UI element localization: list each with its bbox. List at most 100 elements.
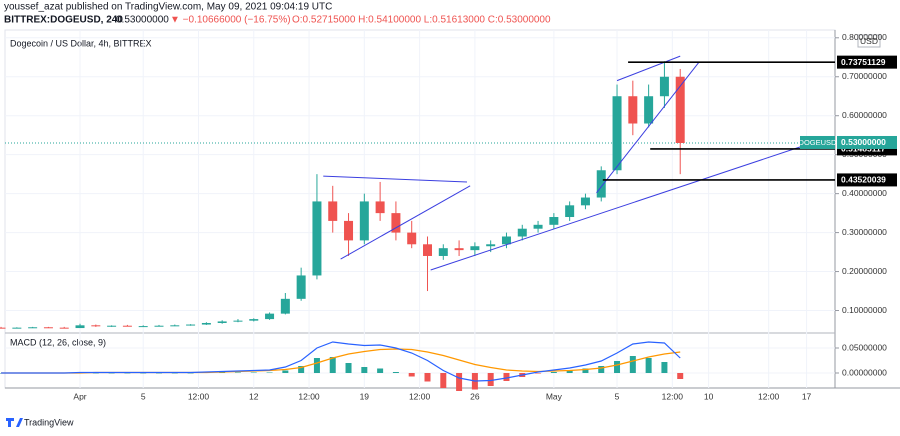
macd-histogram-bar xyxy=(313,358,320,373)
y-tick-label: 0.10000000 xyxy=(842,305,887,315)
x-tick-label: 12:00 xyxy=(298,391,320,401)
macd-histogram-bar xyxy=(614,361,621,373)
level-label-box xyxy=(837,173,897,187)
candle-body xyxy=(549,217,559,225)
x-tick-label: 12:00 xyxy=(662,391,684,401)
macd-histogram-bar xyxy=(440,373,447,388)
candle-body xyxy=(12,327,22,329)
symbol: BITTREX:DOGEUSD, 240 xyxy=(4,15,123,26)
macd-histogram-bar xyxy=(234,372,241,373)
candle-body xyxy=(328,201,338,221)
y-tick-label: 0.80000000 xyxy=(842,32,887,42)
candle-body xyxy=(28,327,38,329)
candle-body xyxy=(612,96,622,171)
macd-histogram-bar xyxy=(266,372,273,373)
candle-body xyxy=(0,327,6,329)
macd-histogram-bar xyxy=(392,372,399,373)
candle-body xyxy=(375,201,385,214)
level-label: 0.43520039 xyxy=(841,175,886,185)
macd-histogram-bar xyxy=(535,373,542,374)
candle-body xyxy=(517,228,527,237)
macd-histogram-bar xyxy=(124,373,131,374)
x-tick-label: 19 xyxy=(360,391,370,401)
macd-histogram-bar xyxy=(155,373,162,374)
macd-histogram-bar xyxy=(282,370,289,373)
macd-y-tick-label: 0.05000000 xyxy=(842,342,887,352)
candle-body xyxy=(280,298,290,314)
macd-histogram-bar xyxy=(345,363,352,373)
macd-title: MACD (12, 26, close, 9) xyxy=(10,337,106,347)
candle-body xyxy=(75,325,85,329)
currency-box xyxy=(857,34,881,48)
macd-histogram-bar xyxy=(566,370,573,373)
candle-body xyxy=(201,322,211,325)
macd-histogram-bar xyxy=(487,373,494,386)
chart-title: Dogecoin / US Dollar, 4h, BITTREX xyxy=(10,38,152,48)
x-tick-label: 12:00 xyxy=(409,391,431,401)
currency: USD xyxy=(860,36,878,46)
candle-body xyxy=(628,96,638,124)
candle-body xyxy=(533,224,543,229)
trendline xyxy=(596,61,700,194)
macd-histogram-bar xyxy=(456,373,463,391)
macd-histogram-bar xyxy=(677,373,684,379)
macd-histogram-bar xyxy=(408,373,415,377)
macd-histogram-bar xyxy=(377,368,384,373)
macd-y-tick-label: 0.00000000 xyxy=(842,367,887,377)
candle-body xyxy=(249,319,259,321)
x-tick-label: 5 xyxy=(141,391,146,401)
candle-body xyxy=(391,213,401,233)
macd-histogram-bar xyxy=(171,373,178,374)
macd-histogram-bar xyxy=(108,373,115,374)
level-label: 0.73751129 xyxy=(841,57,886,67)
footer-brand: TradingView xyxy=(24,417,74,427)
trendline xyxy=(323,175,468,183)
candle-body xyxy=(107,325,117,327)
x-tick-label: 17 xyxy=(802,391,812,401)
macd-histogram-bar xyxy=(92,373,99,374)
candle-body xyxy=(454,248,464,251)
publisher-line: youssef_azat published on TradingView.co… xyxy=(4,2,332,13)
candle-body xyxy=(407,232,417,245)
trendline xyxy=(430,146,801,271)
candle-body xyxy=(233,320,243,322)
macd-histogram-bar xyxy=(140,373,147,374)
macd-histogram-bar xyxy=(250,372,257,373)
candle-body xyxy=(122,325,132,327)
candle-body xyxy=(470,246,480,251)
x-tick-label: 12:00 xyxy=(188,391,210,401)
last-price-label: 0.53000000 xyxy=(841,137,886,147)
trendline xyxy=(340,185,471,260)
price-change: ▼ −0.10666000 (−16.75%) xyxy=(170,15,291,26)
macd-histogram-bar xyxy=(629,356,636,373)
candle-body xyxy=(186,324,196,326)
macd-line xyxy=(1,341,681,382)
candle-body xyxy=(154,325,164,327)
x-tick-label: 26 xyxy=(470,391,480,401)
x-tick-label: 10 xyxy=(704,391,714,401)
macd-histogram-bar xyxy=(361,367,368,373)
symbol-tag-box xyxy=(800,135,835,149)
x-tick-label: May xyxy=(546,391,563,401)
candle-body xyxy=(138,326,148,328)
macd-histogram-bar xyxy=(424,373,431,382)
macd-histogram-bar xyxy=(187,373,194,374)
ohlc: O:0.52715000 H:0.54100000 L:0.51613000 C… xyxy=(292,15,551,26)
candle-body xyxy=(675,76,685,143)
y-tick-label: 0.40000000 xyxy=(842,188,887,198)
candle-body xyxy=(565,205,575,218)
candle-body xyxy=(59,327,69,329)
x-tick-label: 12 xyxy=(249,391,259,401)
macd-histogram-bar xyxy=(550,372,557,373)
macd-histogram-bar xyxy=(645,358,652,373)
candle-body xyxy=(659,76,669,97)
candle-body xyxy=(91,325,101,327)
symbol-tag: DOGEUSD xyxy=(799,138,838,147)
candle-body xyxy=(580,197,590,206)
y-tick-label: 0.70000000 xyxy=(842,71,887,81)
candle-body xyxy=(296,275,306,299)
candle-body xyxy=(438,248,448,256)
macd-histogram-bar xyxy=(298,366,305,373)
candle-body xyxy=(359,201,369,241)
